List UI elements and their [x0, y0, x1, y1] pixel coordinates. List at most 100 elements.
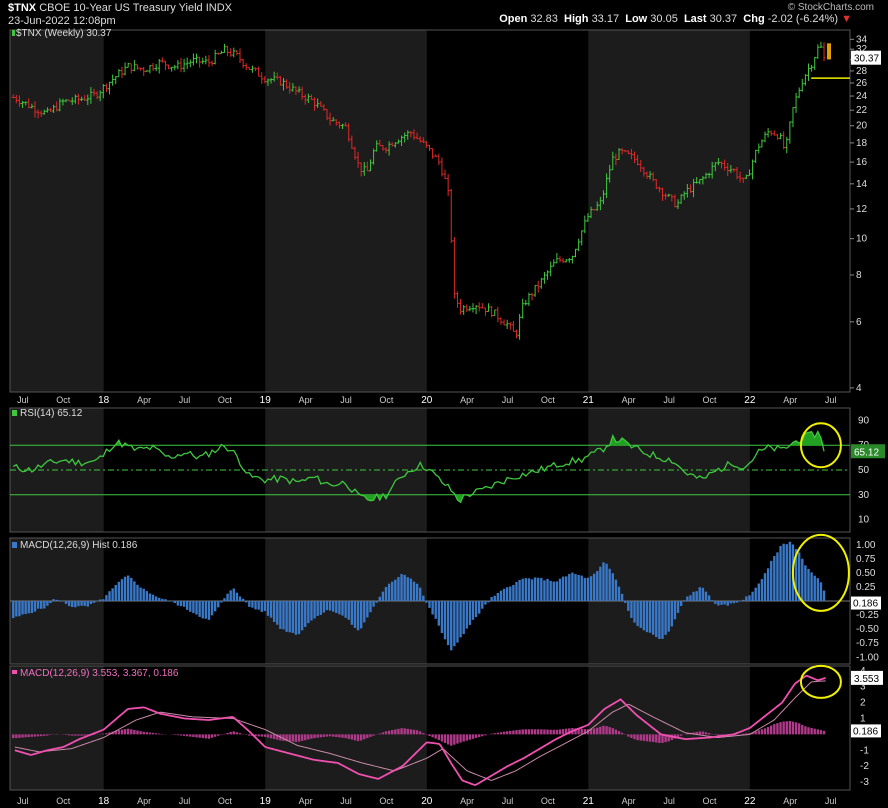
macd-hist-bar	[493, 733, 496, 735]
hist-bar	[126, 575, 130, 601]
x-tick-label: 22	[744, 395, 756, 406]
price-tick-label: 24	[856, 91, 868, 102]
hist-tick-label: -0.25	[856, 610, 879, 621]
macd-hist-bar	[642, 734, 646, 741]
macd-last-box	[851, 670, 883, 685]
macd-hist-bar	[707, 732, 711, 735]
year-shade-2020-1	[426, 408, 589, 532]
hist-bar	[272, 601, 276, 622]
hist-highlight-circle	[791, 533, 850, 612]
x-tick-label: Apr	[622, 796, 636, 806]
macd-hist-bar	[192, 734, 195, 738]
hist-bar	[471, 601, 475, 620]
hist-bar	[151, 594, 155, 601]
macd-hist-bar	[655, 734, 658, 743]
hist-bar	[788, 541, 792, 601]
hist-bar	[692, 591, 695, 601]
macd-hist-bar	[145, 732, 149, 735]
open-value: 32.83	[530, 13, 558, 25]
macd-hist-bar	[350, 734, 354, 740]
hist-bar	[117, 581, 121, 601]
hist-bar	[704, 591, 708, 601]
x-tick-label: Apr	[137, 395, 151, 405]
hist-bar	[257, 601, 260, 610]
x-tick-label: Jul	[825, 395, 837, 405]
price-legend: $TNX (Weekly) 30.37	[16, 28, 112, 39]
macd-highlight-circle	[799, 664, 842, 699]
rsi-legend-swatch-icon	[12, 410, 17, 416]
price-tick-label: 18	[856, 138, 868, 149]
x-tick-label: Oct	[702, 796, 717, 806]
hist-bar	[580, 575, 583, 601]
macd-hist-bar	[782, 721, 785, 735]
macd-hist-bar	[496, 732, 500, 735]
macd-hist-bar	[627, 734, 630, 737]
macd-hist-bar	[226, 732, 229, 735]
macd-hist-bar	[391, 730, 394, 735]
macd-hist-bar	[338, 734, 341, 738]
hist-bar	[816, 578, 820, 601]
macd-hist-bar	[801, 724, 804, 735]
macd-hist-bar	[524, 729, 528, 735]
price-tick-label: 34	[856, 34, 868, 45]
macd-hist-bar	[484, 734, 487, 736]
macd-hist-bars	[12, 721, 826, 746]
macd-hist-bar	[704, 732, 708, 735]
hist-bar	[328, 601, 332, 611]
rsi-line	[12, 430, 825, 504]
hist-bar	[465, 601, 468, 629]
macd-hist-bar	[120, 729, 124, 735]
hist-bar	[120, 579, 124, 601]
hist-bar	[478, 601, 481, 614]
x-tick-label: 20	[421, 796, 433, 807]
macd-hist-bar	[316, 734, 319, 738]
macd-hist-bar	[291, 734, 295, 742]
hist-bar	[114, 584, 117, 601]
hist-bar	[505, 587, 509, 601]
hist-bar	[363, 601, 366, 623]
macd-hist-bar	[543, 729, 546, 735]
hist-bar	[285, 601, 288, 632]
x-tick-label: Oct	[379, 395, 394, 405]
hist-bar	[754, 587, 757, 601]
hist-bar	[630, 601, 633, 618]
macd-hist-bar	[552, 729, 555, 735]
macd-hist-bar	[313, 734, 316, 739]
macd-hist-bar	[686, 733, 689, 735]
hist-bar	[664, 601, 667, 635]
x-tick-label: Apr	[783, 796, 797, 806]
macd-hist-bar	[636, 734, 639, 741]
price-tick-label: 12	[856, 204, 868, 215]
hist-bar	[679, 601, 683, 606]
macd-hist-bar	[108, 732, 111, 735]
price-tick-label: 20	[856, 121, 868, 132]
x-tick-label: Oct	[56, 395, 71, 405]
hist-bar	[459, 601, 462, 638]
macd-hist-bar	[71, 734, 74, 736]
hist-bar	[241, 598, 245, 601]
hist-bar	[589, 576, 593, 601]
year-shade-2018-0	[103, 30, 266, 392]
macd-hist-bar	[527, 729, 531, 735]
hist-bar	[499, 590, 503, 601]
macd-hist-bar	[701, 731, 705, 735]
macd-hist-bar	[459, 734, 462, 743]
macd-hist-bar	[403, 728, 406, 735]
price-tick-label: 28	[856, 66, 868, 77]
hist-bar	[717, 601, 720, 606]
macd-hist-bar	[359, 734, 363, 741]
macd-hist-bar	[546, 729, 549, 735]
macd-hist-bar	[599, 726, 602, 735]
price-tick-label: 32	[856, 44, 868, 55]
hist-bar	[105, 595, 108, 601]
macd-hist-bar	[434, 734, 437, 739]
macd-hist-bar	[589, 728, 593, 735]
hist-bar	[515, 581, 518, 601]
macd-hist-bar	[27, 734, 30, 738]
hist-bar	[391, 581, 394, 601]
hist-bar	[819, 582, 823, 601]
hist-bar	[344, 601, 347, 618]
macd-hist-bar	[210, 734, 214, 738]
macd-hist-bar	[428, 734, 431, 737]
macd-hist-bar	[804, 726, 807, 735]
